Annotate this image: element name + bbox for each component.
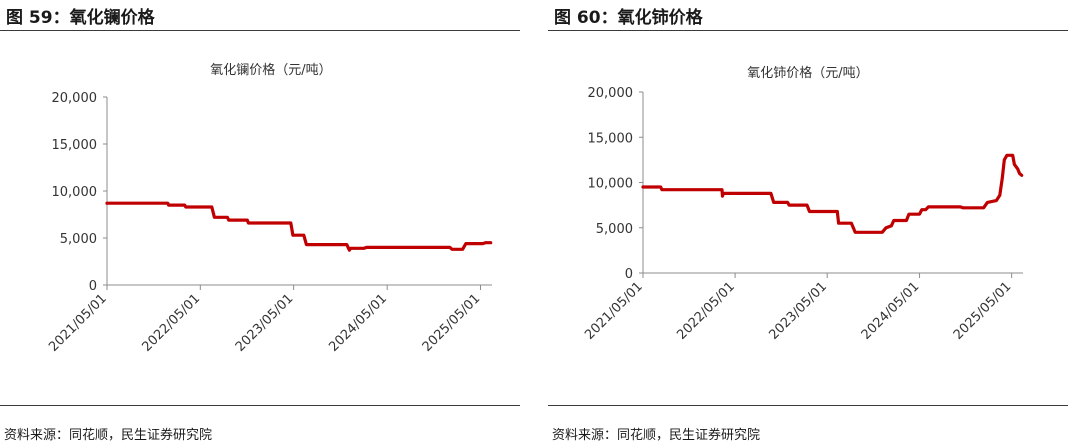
lanthanum-oxide-price-chart: 氧化镧价格（元/吨） 0 5,000 10,000 15,000 20,000 2021/… [46,62,493,355]
chart-title: 氧化铈价格（元/吨） [747,65,868,81]
y-tick-label: 15,000 [52,138,98,153]
x-tick-label: 2024/05/01 [326,291,390,355]
y-tick-label: 0 [89,279,97,294]
title-rule [0,30,520,31]
y-tick-label: 10,000 [588,177,634,192]
source-rule [0,405,520,406]
price-line [641,153,1024,234]
source-rule [548,405,1068,406]
x-tick-label: 2021/05/01 [46,291,110,355]
y-tick-label: 5,000 [60,232,97,247]
x-tick-label: 2023/05/01 [766,279,830,343]
y-tick-label: 10,000 [52,185,98,200]
source-note: 资料来源：同花顺，民生证券研究院 [4,428,213,443]
y-tick-label: 20,000 [52,91,98,106]
y-tick-label: 0 [625,267,633,282]
x-tick-label: 2025/05/01 [951,279,1015,343]
y-tick-label: 15,000 [588,131,634,146]
x-tick-label: 2024/05/01 [859,279,923,343]
chart-title: 氧化镧价格（元/吨） [210,62,331,78]
x-tick-label: 2023/05/01 [233,291,297,355]
title-rule [548,30,1068,31]
source-note: 资料来源：同花顺，民生证券研究院 [552,428,761,443]
figure-title: 图 60：氧化铈价格 [554,8,703,28]
x-tick-label: 2022/05/01 [140,291,204,355]
price-line [105,201,493,252]
x-tick-label: 2022/05/01 [674,279,738,343]
figure-title: 图 59：氧化镧价格 [6,8,155,28]
y-tick-label: 20,000 [588,86,634,101]
cerium-oxide-price-chart: 氧化铈价格（元/吨） 0 5,000 10,000 15,000 20,000 2021/… [582,65,1024,343]
x-tick-label: 2025/05/01 [420,291,484,355]
y-tick-label: 5,000 [596,222,633,237]
x-tick-label: 2021/05/01 [582,279,646,343]
